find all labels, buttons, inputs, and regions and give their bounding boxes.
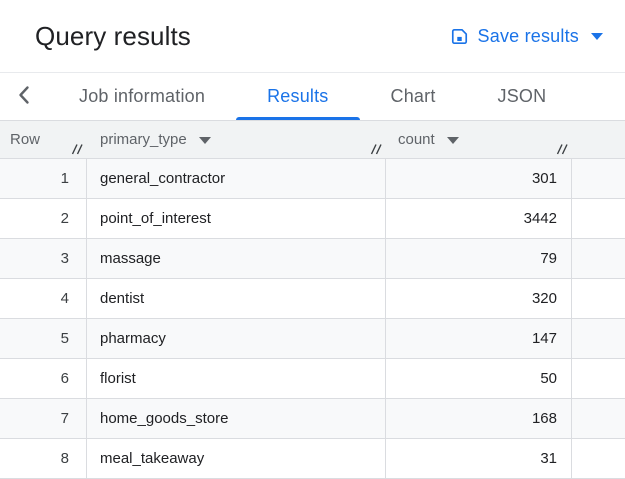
column-label: count	[398, 131, 435, 148]
table-row: 3 massage 79	[0, 239, 625, 279]
primary-type-cell: point_of_interest	[87, 199, 386, 238]
table-row: 6 florist 50	[0, 359, 625, 399]
primary-type-cell: massage	[87, 239, 386, 278]
count-cell: 147	[386, 319, 572, 358]
chevron-left-icon	[17, 85, 31, 108]
row-number-cell: 6	[0, 359, 87, 398]
spacer-cell	[572, 199, 625, 238]
resize-handle-icon[interactable]	[556, 143, 569, 155]
tab-json[interactable]: JSON	[467, 73, 578, 120]
table-row: 4 dentist 320	[0, 279, 625, 319]
page-title: Query results	[35, 20, 191, 51]
row-number-cell: 3	[0, 239, 87, 278]
table-header-row: Row primary_type count	[0, 121, 625, 159]
save-results-button[interactable]: Save results	[442, 20, 611, 53]
table-row: 5 pharmacy 147	[0, 319, 625, 359]
tab-label: Job information	[79, 86, 206, 106]
column-label: primary_type	[100, 131, 187, 148]
primary-type-cell: florist	[87, 359, 386, 398]
tab-label: Chart	[390, 86, 436, 106]
row-number-cell: 5	[0, 319, 87, 358]
count-cell: 79	[386, 239, 572, 278]
column-header-primary-type[interactable]: primary_type	[87, 121, 386, 158]
table-row: 1 general_contractor 301	[0, 159, 625, 199]
row-number-cell: 2	[0, 199, 87, 238]
count-cell: 31	[386, 439, 572, 478]
caret-down-icon[interactable]	[198, 137, 211, 144]
save-icon	[450, 27, 469, 46]
primary-type-cell: pharmacy	[87, 319, 386, 358]
primary-type-cell: home_goods_store	[87, 399, 386, 438]
count-cell: 50	[386, 359, 572, 398]
save-results-label: Save results	[477, 25, 579, 46]
column-header-count[interactable]: count	[386, 121, 572, 158]
row-number-cell: 7	[0, 399, 87, 438]
tab-scroll-left-button[interactable]	[0, 73, 48, 120]
count-cell: 320	[386, 279, 572, 318]
title-bar: Query results Save results	[0, 0, 625, 73]
caret-down-icon	[591, 32, 603, 40]
spacer-cell	[572, 319, 625, 358]
spacer-cell	[572, 159, 625, 198]
column-label: Row	[10, 131, 41, 148]
table-row: 2 point_of_interest 3442	[0, 199, 625, 239]
tab-results[interactable]: Results	[236, 73, 360, 120]
table-row: 8 meal_takeaway 31	[0, 439, 625, 479]
column-header-row: Row	[0, 121, 87, 158]
results-table: Row primary_type count	[0, 121, 625, 479]
spacer-cell	[572, 399, 625, 438]
tab-label: JSON	[497, 86, 547, 106]
resize-handle-icon[interactable]	[71, 143, 84, 155]
spacer-cell	[572, 279, 625, 318]
primary-type-cell: dentist	[87, 279, 386, 318]
count-cell: 168	[386, 399, 572, 438]
caret-down-icon[interactable]	[446, 137, 459, 144]
table-row: 7 home_goods_store 168	[0, 399, 625, 439]
tab-chart[interactable]: Chart	[360, 73, 467, 120]
row-number-cell: 4	[0, 279, 87, 318]
tab-job-information[interactable]: Job information	[48, 73, 236, 120]
tab-bar: Job information Results Chart JSON	[0, 73, 625, 121]
spacer-cell	[572, 239, 625, 278]
primary-type-cell: meal_takeaway	[87, 439, 386, 478]
spacer-cell	[572, 439, 625, 478]
tab-label: Results	[267, 86, 329, 106]
primary-type-cell: general_contractor	[87, 159, 386, 198]
resize-handle-icon[interactable]	[370, 143, 383, 155]
row-number-cell: 8	[0, 439, 87, 478]
row-number-cell: 1	[0, 159, 87, 198]
count-cell: 3442	[386, 199, 572, 238]
spacer-cell	[572, 359, 625, 398]
count-cell: 301	[386, 159, 572, 198]
column-header-spacer	[572, 121, 625, 158]
